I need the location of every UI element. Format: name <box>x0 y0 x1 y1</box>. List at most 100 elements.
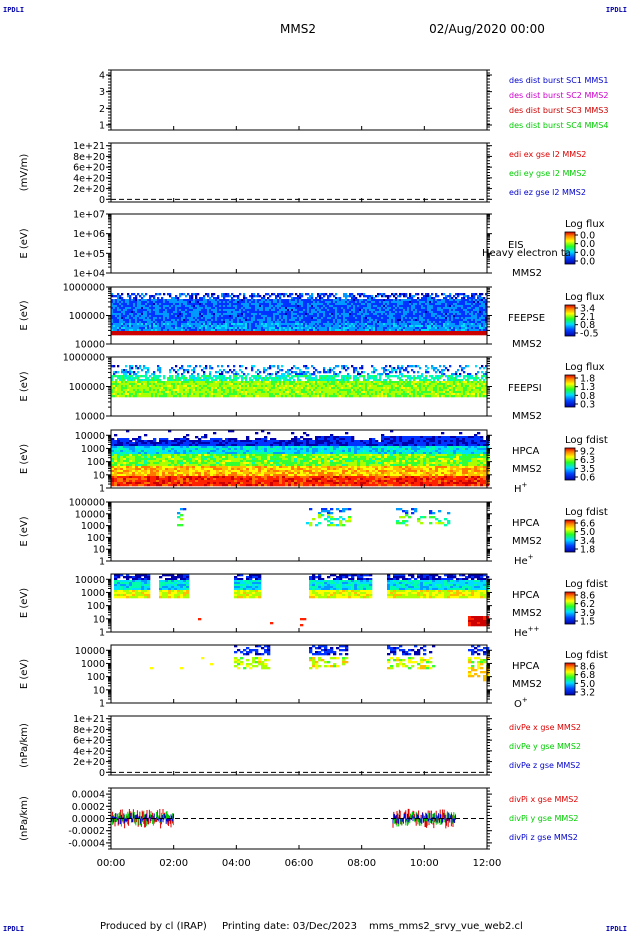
p5-cell <box>311 365 314 368</box>
p4-cell <box>185 327 188 330</box>
p4-cell <box>301 311 304 314</box>
p4-cell <box>299 301 302 304</box>
p4-cell <box>373 323 376 326</box>
p4-cell <box>267 323 270 326</box>
p4-cell <box>121 331 124 334</box>
p5-cell <box>157 393 160 396</box>
p5-cell <box>321 393 324 396</box>
p4-cell <box>321 333 324 336</box>
p4-cell <box>425 327 428 330</box>
p5-cell <box>181 395 184 398</box>
p4-cell <box>435 295 438 298</box>
p5-cell <box>189 393 192 396</box>
p5-cell <box>221 395 224 398</box>
p4-cell <box>441 309 444 312</box>
p4-cell <box>181 329 184 332</box>
p5-cell <box>157 385 160 388</box>
p4-cell <box>189 309 192 312</box>
p4-cell <box>331 293 334 296</box>
p4-cell <box>477 297 480 300</box>
p4-cell <box>471 331 474 334</box>
p4-cell <box>375 317 378 320</box>
p4-cell <box>279 311 282 314</box>
p4-cell <box>309 311 312 314</box>
p4-cell <box>173 323 176 326</box>
p5-cell <box>271 387 274 390</box>
p5-cell <box>191 381 194 384</box>
p5-cell <box>311 385 314 388</box>
p4-cell <box>139 333 142 336</box>
p4-cell <box>133 293 136 296</box>
p4-cell <box>391 303 394 306</box>
p4-cell <box>187 323 190 326</box>
p5-cell <box>167 385 170 388</box>
p4-cell <box>325 313 328 316</box>
p4-cell <box>353 297 356 300</box>
p4-cell <box>391 301 394 304</box>
p4-cell <box>405 327 408 330</box>
p5-cell <box>205 391 208 394</box>
p4-cell <box>401 301 404 304</box>
p4-cell <box>385 305 388 308</box>
p4-cell <box>423 307 426 310</box>
p5-cell <box>183 383 186 386</box>
p5-cell <box>245 383 248 386</box>
p4-cell <box>303 331 306 334</box>
p4-cell <box>163 313 166 316</box>
p4-cell <box>287 317 290 320</box>
p4-cell <box>185 323 188 326</box>
p4-cell <box>391 319 394 322</box>
p4-cell <box>245 313 248 316</box>
p5-cell <box>135 387 138 390</box>
p4-cell <box>175 319 178 322</box>
p4-cell <box>323 303 326 306</box>
p4-cell <box>323 323 326 326</box>
p4-cell <box>351 305 354 308</box>
p4-cell <box>355 311 358 314</box>
p4-cell <box>171 317 174 320</box>
p4-cell <box>325 319 328 322</box>
p4-cell <box>319 333 322 336</box>
p4-cell <box>325 301 328 304</box>
p4-cell <box>483 323 486 326</box>
p4-cell <box>373 307 376 310</box>
p5-cell <box>263 385 266 388</box>
p5-cell <box>317 389 320 392</box>
p4-cell <box>135 331 138 334</box>
p5-cell <box>319 377 322 380</box>
p4-cell <box>333 313 336 316</box>
p4-cell <box>485 301 488 304</box>
p4-cell <box>481 299 484 302</box>
p4-cell <box>303 309 306 312</box>
p5-cell <box>133 373 136 376</box>
p5-cell <box>221 387 224 390</box>
p5-cell <box>131 367 134 370</box>
p5-cell <box>137 367 140 370</box>
p5-cell <box>237 385 240 388</box>
p5-cell <box>259 371 262 374</box>
p4-cell <box>425 307 428 310</box>
p4-cell <box>223 317 226 320</box>
p4-cell <box>299 295 302 298</box>
p4-cell <box>347 329 350 332</box>
p5-cell <box>239 375 242 378</box>
p4-cell <box>401 307 404 310</box>
p4-cell <box>333 325 336 328</box>
p5-cell <box>157 391 160 394</box>
p4-cell <box>191 313 194 316</box>
p4-cell <box>449 329 452 332</box>
p4-cell <box>169 305 172 308</box>
p4-cell <box>429 333 432 336</box>
p4-cell <box>481 319 484 322</box>
p4-cell <box>171 299 174 302</box>
p4-cell <box>143 323 146 326</box>
p5-cell <box>135 395 138 398</box>
p4-cell <box>167 309 170 312</box>
p5-cell <box>191 393 194 396</box>
corner-mark-tl: IPDLI <box>3 6 24 14</box>
p5-cell <box>267 367 270 370</box>
p4-cell <box>181 293 184 296</box>
p4-cell <box>221 295 224 298</box>
p5-cell <box>283 381 286 384</box>
p4-cell <box>199 325 202 328</box>
